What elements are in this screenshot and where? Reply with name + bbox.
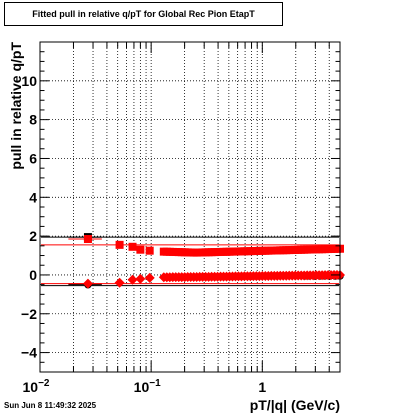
y-tick-label: 6 — [29, 150, 37, 166]
data-point-diamond — [82, 278, 93, 289]
chart-title: Fitted pull in relative q/pT for Global … — [32, 9, 255, 19]
x-tick-label: 10−1 — [134, 378, 161, 395]
data-point-diamond — [127, 274, 138, 285]
y-tick-label: 0 — [29, 267, 37, 283]
x-tick-label: 1 — [258, 379, 266, 395]
data-point-square — [115, 240, 124, 249]
timestamp-footer: Sun Jun 8 11:49:32 2025 — [4, 401, 97, 410]
plot-frame — [39, 41, 341, 373]
y-tick-label: −4 — [21, 345, 37, 361]
y-tick-label: 8 — [29, 112, 37, 128]
axes: −4 −2 0 2 4 6 8 10 10−2 10−1 1 — [21, 41, 341, 395]
data-point-square — [128, 242, 137, 251]
y-tick-label: 10 — [21, 73, 37, 89]
y-axis-title: pull in relative q/pT — [8, 42, 24, 170]
chart-title-box: Fitted pull in relative q/pT for Global … — [4, 2, 283, 26]
data-point-diamond — [135, 273, 146, 284]
y-tick-label: 2 — [29, 228, 37, 244]
data-point-diamond — [114, 277, 125, 288]
data-point-square — [145, 246, 154, 255]
data-point-square — [83, 235, 92, 244]
y-tick-label: 4 — [29, 189, 37, 205]
data-point-diamond — [144, 272, 155, 283]
data-series — [68, 233, 345, 289]
y-tick-label: −2 — [21, 306, 37, 322]
grid-lines — [40, 42, 340, 372]
x-tick-label: 10−2 — [23, 378, 50, 395]
x-axis-title: pT/|q| (GeV/c) — [250, 397, 340, 413]
data-point-square — [136, 245, 145, 254]
